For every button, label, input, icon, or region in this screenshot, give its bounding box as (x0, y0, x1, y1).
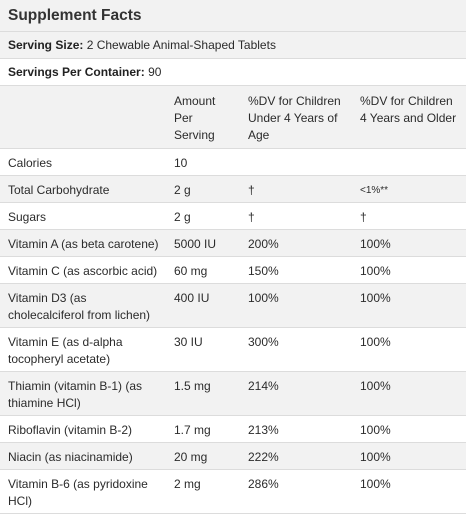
nutrient-dv-4-and-older: 100% (354, 469, 466, 514)
nutrient-dv-under-4: 213% (242, 415, 354, 443)
serving-size-label: Serving Size: (8, 37, 84, 52)
nutrient-row: Vitamin A (as beta carotene) 5000 IU 200… (0, 229, 466, 257)
nutrient-dv-4-and-older (354, 148, 466, 176)
nutrient-name: Total Carbohydrate (0, 175, 168, 203)
serving-size-row: Serving Size: 2 Chewable Animal-Shaped T… (0, 31, 466, 59)
nutrient-name: Vitamin E (as d-alpha tocopheryl acetate… (0, 327, 168, 372)
nutrient-row: Vitamin D3 (as cholecalciferol from lich… (0, 283, 466, 328)
panel-title: Supplement Facts (0, 0, 466, 32)
nutrient-dv-under-4: 100% (242, 283, 354, 328)
nutrient-amount: 2 g (168, 202, 242, 230)
nutrient-name: Riboflavin (vitamin B-2) (0, 415, 168, 443)
servings-per-container-value: 90 (148, 64, 162, 79)
nutrient-dv-4-and-older: 100% (354, 327, 466, 372)
servings-per-container-row: Servings Per Container: 90 (0, 58, 466, 86)
nutrient-amount: 1.5 mg (168, 371, 242, 416)
column-header-row: Amount Per Serving %DV for Children Unde… (0, 85, 466, 149)
nutrient-amount: 60 mg (168, 256, 242, 284)
nutrient-dv-4-and-older: 100% (354, 442, 466, 470)
nutrient-dv-4-and-older: † (354, 202, 466, 230)
serving-size-value: 2 Chewable Animal-Shaped Tablets (86, 37, 276, 52)
nutrient-dv-under-4: † (242, 175, 354, 203)
nutrient-name: Thiamin (vitamin B-1) (as thiamine HCl) (0, 371, 168, 416)
nutrient-amount: 2 mg (168, 469, 242, 514)
nutrient-dv-4-and-older: 100% (354, 283, 466, 328)
nutrient-dv-under-4: 200% (242, 229, 354, 257)
blank-header-cell (0, 85, 168, 149)
nutrient-row: Sugars 2 g † † (0, 202, 466, 230)
nutrient-row: Vitamin B-6 (as pyridoxine HCl) 2 mg 286… (0, 469, 466, 514)
nutrient-name: Sugars (0, 202, 168, 230)
nutrient-amount: 5000 IU (168, 229, 242, 257)
dv-4-and-older-header: %DV for Children 4 Years and Older (354, 85, 466, 149)
nutrient-row: Vitamin E (as d-alpha tocopheryl acetate… (0, 327, 466, 372)
nutrient-amount: 30 IU (168, 327, 242, 372)
nutrient-dv-4-and-older: 100% (354, 415, 466, 443)
nutrient-row: Riboflavin (vitamin B-2) 1.7 mg 213% 100… (0, 415, 466, 443)
nutrient-name: Vitamin C (as ascorbic acid) (0, 256, 168, 284)
nutrient-dv-under-4: † (242, 202, 354, 230)
nutrient-dv-4-and-older: 100% (354, 229, 466, 257)
nutrient-amount: 10 (168, 148, 242, 176)
nutrient-row: Thiamin (vitamin B-1) (as thiamine HCl) … (0, 371, 466, 416)
nutrient-name: Vitamin A (as beta carotene) (0, 229, 168, 257)
nutrient-dv-4-and-older: 100% (354, 256, 466, 284)
nutrient-row: Vitamin C (as ascorbic acid) 60 mg 150% … (0, 256, 466, 284)
nutrient-dv-under-4: 222% (242, 442, 354, 470)
nutrient-dv-4-and-older: <1%** (354, 175, 466, 203)
servings-per-container-label: Servings Per Container: (8, 64, 145, 79)
nutrient-row: Calories 10 (0, 148, 466, 176)
nutrient-dv-under-4 (242, 148, 354, 176)
nutrient-amount: 20 mg (168, 442, 242, 470)
dv-under-4-header: %DV for Children Under 4 Years of Age (242, 85, 354, 149)
amount-header: Amount Per Serving (168, 85, 242, 149)
nutrient-dv-under-4: 286% (242, 469, 354, 514)
nutrient-row: Total Carbohydrate 2 g † <1%** (0, 175, 466, 203)
nutrient-amount: 400 IU (168, 283, 242, 328)
nutrient-name: Niacin (as niacinamide) (0, 442, 168, 470)
nutrient-name: Vitamin D3 (as cholecalciferol from lich… (0, 283, 168, 328)
nutrient-name: Calories (0, 148, 168, 176)
nutrient-amount: 1.7 mg (168, 415, 242, 443)
nutrient-dv-under-4: 214% (242, 371, 354, 416)
title-row: Supplement Facts (0, 0, 466, 32)
nutrient-dv-under-4: 150% (242, 256, 354, 284)
nutrient-amount: 2 g (168, 175, 242, 203)
nutrient-dv-under-4: 300% (242, 327, 354, 372)
nutrient-row: Niacin (as niacinamide) 20 mg 222% 100% (0, 442, 466, 470)
nutrient-dv-4-and-older: 100% (354, 371, 466, 416)
nutrient-name: Vitamin B-6 (as pyridoxine HCl) (0, 469, 168, 514)
